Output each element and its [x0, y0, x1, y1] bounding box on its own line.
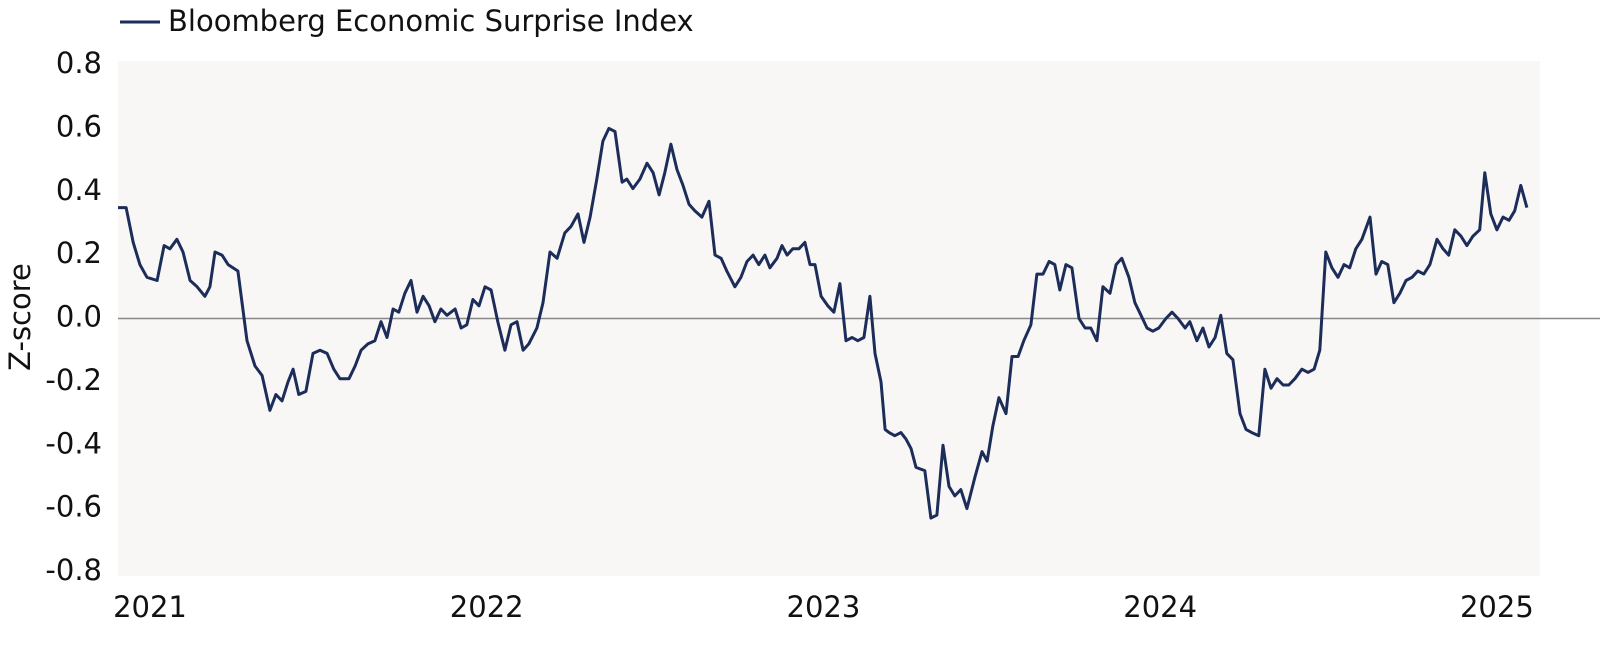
y-tick-label: 0.2 — [56, 236, 102, 270]
x-tick-label: 2023 — [787, 590, 861, 624]
y-tick-label: -0.8 — [45, 553, 102, 587]
x-tick-label: 2024 — [1123, 590, 1197, 624]
y-tick-label: 0.8 — [56, 46, 102, 80]
x-tick-label: 2022 — [450, 590, 524, 624]
y-tick-label: 0.6 — [56, 109, 102, 143]
y-tick-label: -0.6 — [45, 490, 102, 524]
y-axis-label: Z-score — [3, 263, 37, 371]
legend-label: Bloomberg Economic Surprise Index — [168, 4, 694, 38]
x-tick-label: 2025 — [1460, 590, 1534, 624]
y-tick-label: -0.2 — [45, 363, 102, 397]
y-tick-label: -0.4 — [45, 426, 102, 460]
x-tick-label: 2021 — [113, 590, 187, 624]
y-tick-label: 0.0 — [56, 300, 102, 334]
data-line — [118, 126, 1529, 520]
y-tick-label: 0.4 — [56, 173, 102, 207]
